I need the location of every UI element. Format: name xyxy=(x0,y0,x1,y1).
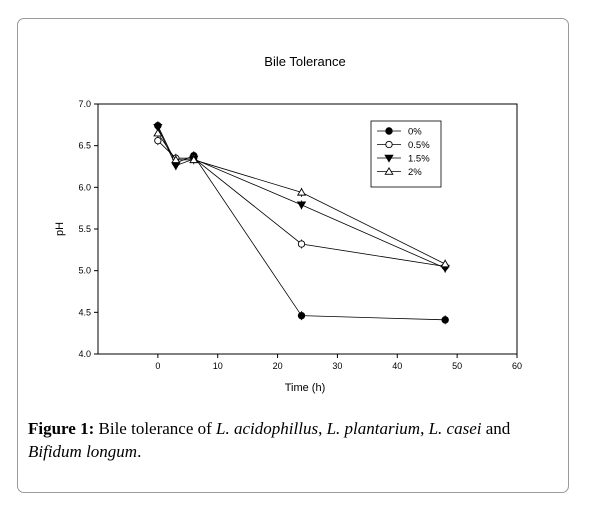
caption-species-name: L. plantarium xyxy=(326,419,421,438)
caption-label: Figure 1: xyxy=(28,419,95,438)
caption-text: , xyxy=(420,419,429,438)
caption-species-name: L. acidophillus xyxy=(216,419,319,438)
y-tick-label: 7.0 xyxy=(78,99,91,109)
legend-label: 1.5% xyxy=(408,154,430,165)
legend-label: 0% xyxy=(408,127,422,138)
data-point xyxy=(171,155,181,164)
y-axis-label: pH xyxy=(54,222,66,236)
legend: 0% 0.5% 1.5% 2% xyxy=(370,120,442,188)
x-tick-label: 10 xyxy=(213,361,223,371)
legend-label: 0.5% xyxy=(408,140,430,151)
figure-caption: Figure 1: Bile tolerance of L. acidophil… xyxy=(28,417,563,463)
y-tick-label: 4.5 xyxy=(78,307,91,317)
data-point xyxy=(297,311,306,320)
legend-marker xyxy=(384,167,394,175)
data-point xyxy=(441,316,449,324)
y-tick-label: 4.0 xyxy=(78,349,91,359)
data-point xyxy=(153,128,163,137)
figure-frame xyxy=(17,18,569,493)
caption-text: Bile tolerance of xyxy=(94,419,217,438)
y-tick-label: 5.0 xyxy=(78,266,91,276)
series-layer xyxy=(153,121,450,325)
caption-text: , xyxy=(318,419,327,438)
series-3 xyxy=(153,128,450,269)
data-point xyxy=(296,201,307,210)
legend-label: 2% xyxy=(408,167,422,178)
legend-marker xyxy=(384,154,394,163)
x-tick-label: 60 xyxy=(512,361,522,371)
y-tick-label: 5.5 xyxy=(78,224,91,234)
caption-species-name: Bifidum longum xyxy=(28,442,138,461)
data-point xyxy=(297,240,306,248)
bile-tolerance-chart: Bile Tolerance 0 10 20 30 40 50 60 4.0 4.5 5.0 5.5… xyxy=(54,54,522,394)
caption-text: and xyxy=(481,419,511,438)
legend-marker xyxy=(385,140,393,149)
y-tick-label: 6.0 xyxy=(78,182,91,192)
caption-species-name: L. casei xyxy=(428,419,482,438)
chart-title: Bile Tolerance xyxy=(264,54,345,69)
plot-axes: 0 10 20 30 40 50 60 4.0 4.5 5.0 5.5 6.0 6.5 7.0 xyxy=(78,99,522,371)
x-tick-label: 30 xyxy=(332,361,342,371)
x-tick-label: 50 xyxy=(452,361,462,371)
x-tick-label: 20 xyxy=(273,361,283,371)
legend-marker xyxy=(385,127,393,135)
data-point xyxy=(440,259,450,268)
data-point xyxy=(153,124,163,132)
x-tick-label: 0 xyxy=(155,361,160,371)
y-tick-label: 6.5 xyxy=(78,141,91,151)
legend-box xyxy=(370,120,442,188)
data-point xyxy=(189,155,199,164)
x-axis-label: Time (h) xyxy=(285,382,326,394)
data-point xyxy=(154,137,162,145)
x-tick-label: 40 xyxy=(392,361,402,371)
data-point xyxy=(296,187,307,196)
caption-text: . xyxy=(137,442,142,461)
